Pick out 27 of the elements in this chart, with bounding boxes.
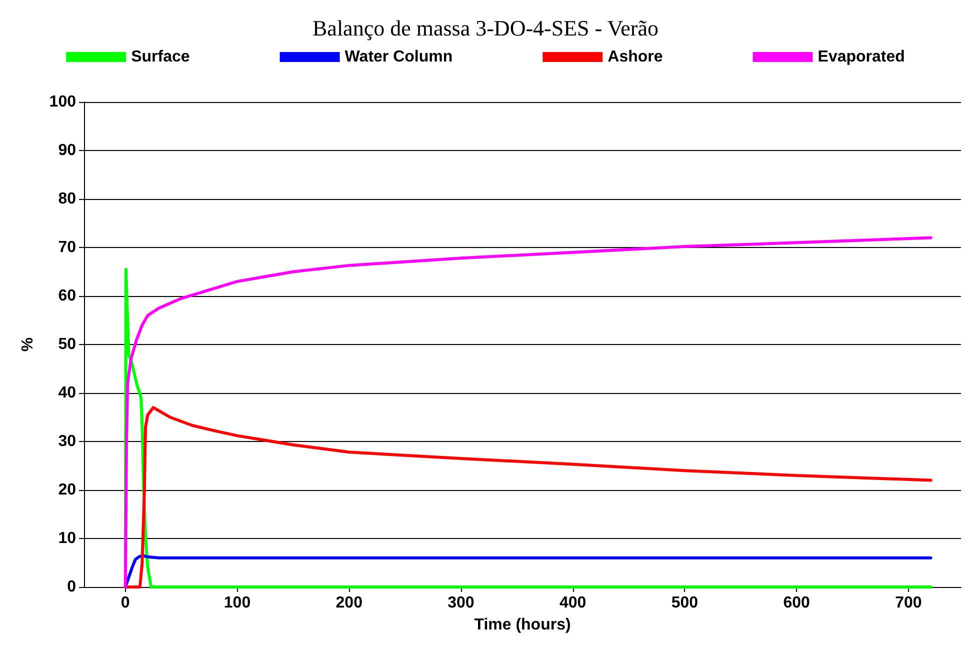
x-tick-label: 100 bbox=[224, 594, 251, 612]
y-tick-label: 90 bbox=[58, 142, 76, 159]
y-tick-label: 0 bbox=[67, 578, 76, 596]
y-tick-label: 20 bbox=[58, 482, 76, 498]
y-tick-label: 30 bbox=[58, 433, 76, 450]
y-tick-label: 40 bbox=[58, 384, 76, 402]
y-axis-title: % bbox=[20, 337, 36, 352]
line-series bbox=[124, 406, 932, 588]
x-tick-label: 400 bbox=[559, 594, 586, 612]
y-tick-label: 80 bbox=[58, 190, 76, 208]
x-tick-label: 200 bbox=[336, 594, 363, 612]
y-tick-label: 60 bbox=[58, 288, 76, 304]
y-tick-label: 50 bbox=[58, 336, 76, 353]
x-tick-label: 300 bbox=[448, 594, 474, 612]
y-tick-label: 10 bbox=[58, 530, 76, 547]
x-tick-label: 600 bbox=[783, 594, 810, 612]
legend-label: Water Column bbox=[344, 48, 453, 66]
x-tick-label: 0 bbox=[120, 594, 130, 612]
legend-label: Ashore bbox=[608, 48, 663, 66]
chart-title: Balanço de massa 3-DO-4-SES - Verão bbox=[312, 16, 659, 40]
y-tick-label: 100 bbox=[49, 94, 76, 110]
y-tick-label: 70 bbox=[58, 239, 76, 256]
legend-label: Surface bbox=[131, 48, 190, 66]
x-tick-label: 500 bbox=[671, 594, 698, 612]
x-tick-label: 700 bbox=[895, 594, 922, 612]
legend-label: Evaporated bbox=[818, 48, 905, 66]
x-axis-title: Time (hours) bbox=[474, 616, 571, 634]
